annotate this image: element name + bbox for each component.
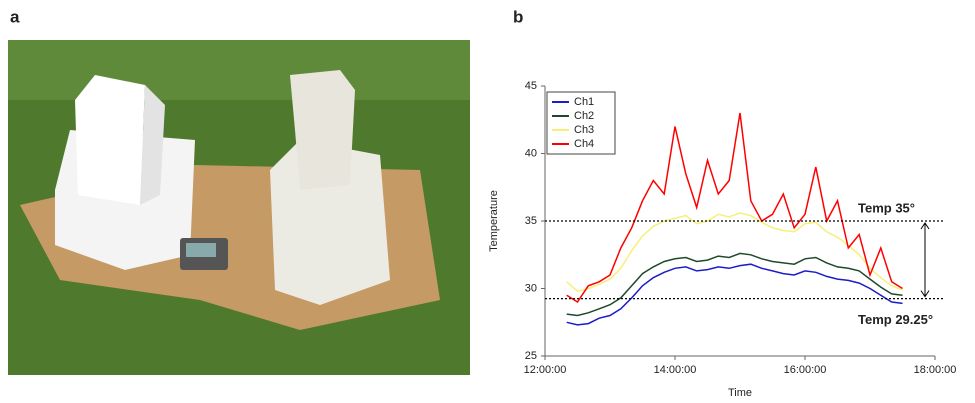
x-tick-label: 18:00:00 (914, 364, 957, 376)
x-tick-label: 14:00:00 (654, 364, 697, 376)
legend-label: Ch1 (574, 96, 594, 108)
y-tick-label: 40 (525, 147, 537, 159)
x-axis-label: Time (728, 387, 752, 399)
y-axis-label: Temperature (488, 190, 500, 252)
panel-label: a (10, 7, 20, 26)
series-line (567, 264, 903, 325)
x-tick-label: 12:00:00 (524, 364, 567, 376)
series-line (567, 253, 903, 315)
series-line (567, 113, 903, 302)
chart: a b 25 30 35 40 45 12:00:00 14:00:00 16:00:00 18… (0, 0, 975, 403)
y-tick-label: 35 (525, 215, 537, 227)
panel-label: b (513, 7, 523, 26)
figure: a b 25 30 35 40 45 12:00:00 14:00:00 16:00:00 18… (0, 0, 975, 403)
legend-label: Ch2 (574, 110, 594, 122)
y-tick-label: 45 (525, 80, 537, 92)
legend-label: Ch4 (574, 138, 594, 150)
y-tick-label: 25 (525, 350, 537, 362)
photo (8, 40, 470, 375)
legend-label: Ch3 (574, 124, 594, 136)
series-line (567, 213, 903, 291)
reference-label: Temp 29.25° (858, 312, 933, 327)
y-tick-label: 30 (525, 282, 537, 294)
x-tick-label: 16:00:00 (784, 364, 827, 376)
reference-label: Temp 35° (858, 200, 915, 215)
